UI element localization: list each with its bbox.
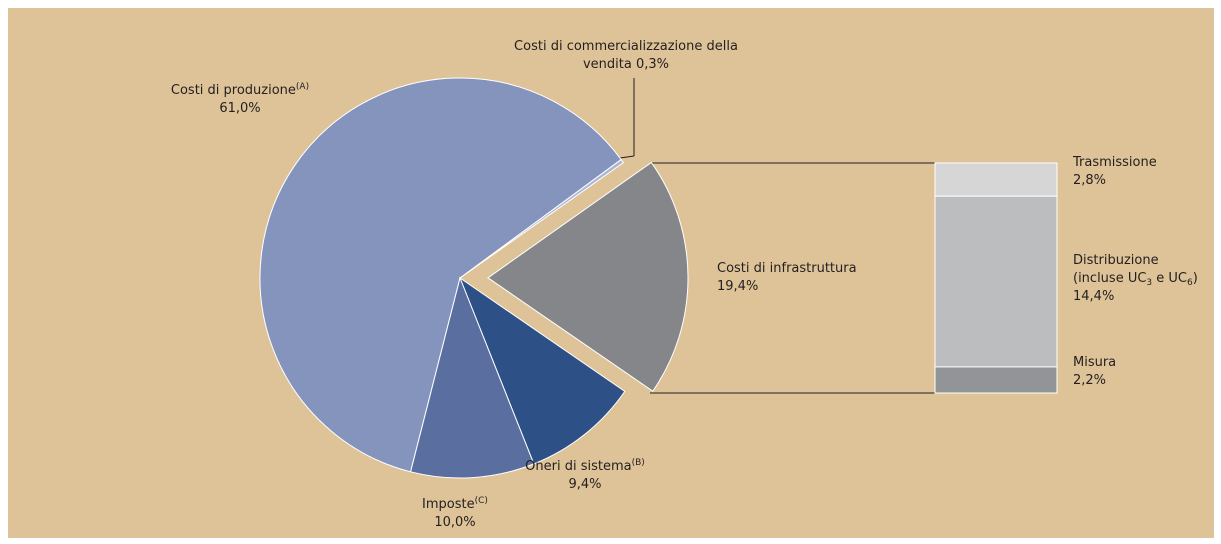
- value-label: 14,4%: [1073, 289, 1115, 304]
- category-label: Distribuzione: [1073, 253, 1159, 268]
- pie-slice: [487, 161, 689, 392]
- bar-segment: [934, 195, 1058, 368]
- note-mark: (A): [295, 82, 310, 92]
- segment-label: Distribuzione (incluse UC3 e UC6) 14,4%: [1073, 252, 1198, 306]
- bar-segment: [934, 366, 1058, 394]
- category-label: Imposte: [422, 497, 475, 512]
- slice-label: Costi di infrastruttura 19,4%: [717, 260, 857, 296]
- category-label: Costi di commercializzazione della vendi…: [514, 39, 738, 72]
- detail-text: e UC: [1152, 271, 1188, 286]
- category-label: Misura: [1073, 355, 1117, 370]
- value-label: 2,8%: [1073, 173, 1107, 188]
- note-mark: (B): [631, 458, 645, 468]
- pie-slice: [409, 276, 535, 479]
- slice-label: Costi di produzione(A) 61,0%: [171, 82, 309, 118]
- pie-slice: [458, 276, 626, 465]
- value-label: 61,0%: [219, 101, 261, 116]
- detail-text: (incluse UC: [1073, 271, 1147, 286]
- category-label: Trasmissione: [1073, 155, 1157, 170]
- slice-label: Oneri di sistema(B) 9,4%: [525, 458, 645, 494]
- pie-slice: [259, 77, 622, 473]
- value-label: 10,0%: [434, 515, 476, 530]
- category-label: Oneri di sistema: [525, 459, 632, 474]
- value-label: 0,3%: [635, 57, 670, 72]
- slice-label: Costi di commercializzazione della vendi…: [511, 38, 741, 74]
- bar-segment: [934, 162, 1058, 197]
- note-mark: (C): [474, 496, 488, 506]
- value-label: 19,4%: [717, 279, 759, 294]
- pie-slice: [459, 158, 625, 279]
- subscript: 3: [1146, 278, 1153, 288]
- chart: [259, 77, 1058, 479]
- category-label: Costi di infrastruttura: [717, 261, 857, 276]
- segment-label: Misura 2,2%: [1073, 354, 1116, 390]
- value-label: 2,2%: [1073, 373, 1107, 388]
- detail-text: ): [1192, 271, 1198, 286]
- chart-area: Costi di produzione(A) 61,0% Costi di comm…: [8, 8, 1214, 538]
- value-label: 9,4%: [568, 477, 602, 492]
- leader-line: [619, 155, 635, 159]
- category-label: Costi di produzione: [170, 83, 296, 98]
- slice-label: Imposte(C) 10,0%: [422, 496, 488, 532]
- segment-label: Trasmissione 2,8%: [1073, 154, 1157, 190]
- subscript: 6: [1187, 278, 1193, 288]
